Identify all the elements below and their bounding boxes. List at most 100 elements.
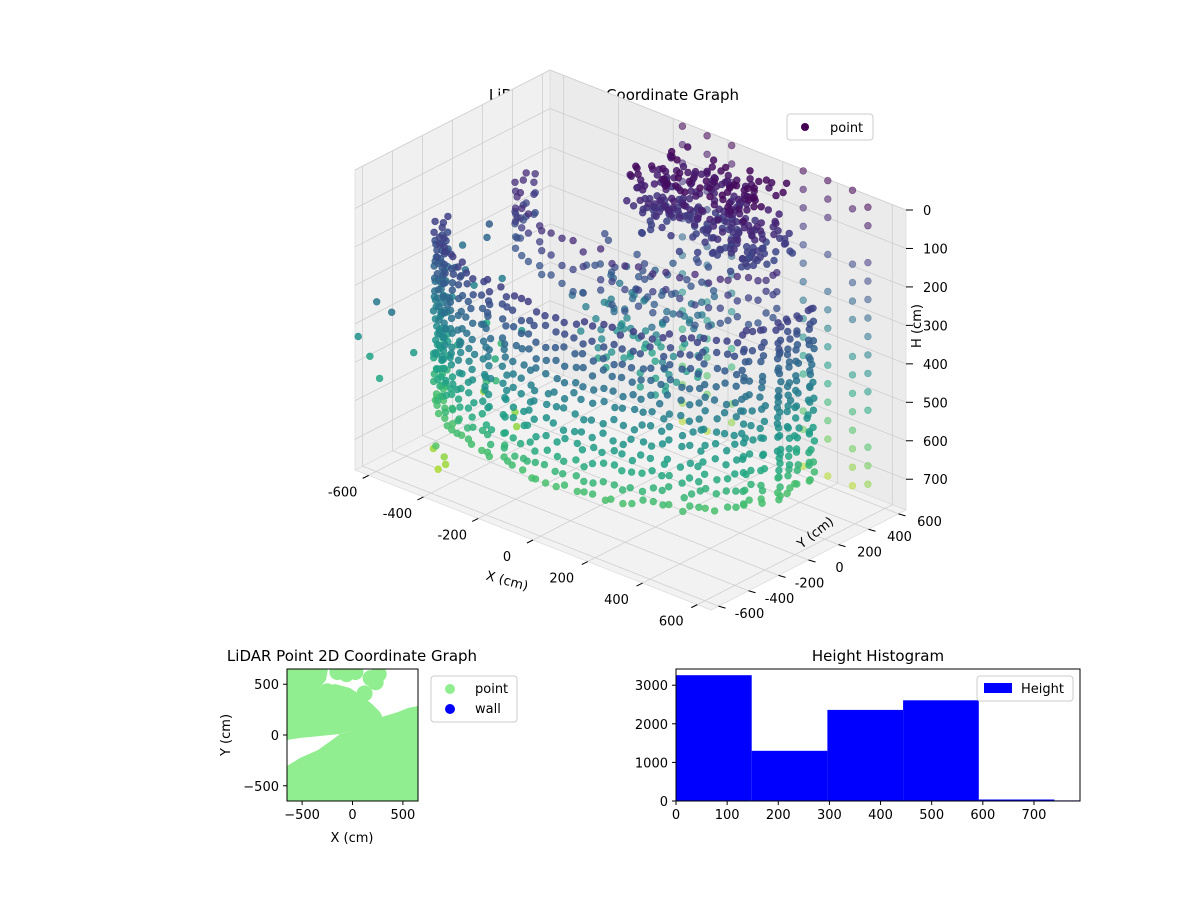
point-3d bbox=[553, 452, 562, 461]
point-3d bbox=[440, 364, 448, 373]
point-3d bbox=[448, 373, 457, 381]
point-3d bbox=[775, 369, 784, 378]
point-3d bbox=[772, 219, 780, 228]
point-3d bbox=[485, 220, 493, 228]
point-3d bbox=[640, 275, 649, 283]
point-3d bbox=[619, 440, 627, 449]
point-3d bbox=[573, 487, 581, 496]
point-3d bbox=[723, 503, 732, 511]
point-3d bbox=[712, 336, 721, 345]
point-3d bbox=[579, 289, 587, 297]
point-3d bbox=[601, 496, 610, 504]
y-tick-label-3d: -200 bbox=[795, 576, 825, 591]
grid-y-floor bbox=[392, 450, 749, 592]
axes-2d: −500 0 500 −500 0 500 bbox=[243, 678, 415, 823]
point-specks-2d bbox=[302, 669, 387, 713]
point-3d bbox=[758, 377, 767, 386]
point-3d bbox=[469, 423, 477, 431]
point-3d bbox=[762, 287, 770, 295]
point-3d bbox=[687, 334, 696, 342]
point-3d bbox=[537, 270, 546, 279]
point-3d bbox=[730, 431, 738, 440]
point-3d bbox=[525, 345, 533, 353]
point-3d bbox=[678, 442, 686, 451]
point-3d bbox=[629, 202, 638, 210]
point-3d bbox=[623, 197, 631, 205]
point-3d bbox=[517, 390, 525, 398]
chart-2d: LiDAR Point 2D Coordinate Graph −500 0 500… bbox=[219, 647, 518, 846]
point-3d bbox=[779, 188, 787, 197]
point-3d bbox=[653, 171, 661, 179]
y-tick-label-hist: 3000 bbox=[635, 679, 668, 694]
point-3d bbox=[754, 319, 762, 327]
point-3d bbox=[600, 320, 608, 329]
point-3d bbox=[805, 430, 814, 438]
point-3d bbox=[630, 426, 639, 434]
plot-2d-area bbox=[287, 669, 418, 801]
point-3d bbox=[628, 294, 637, 303]
point-3d bbox=[685, 401, 694, 409]
point-3d bbox=[792, 377, 801, 385]
x-tick-label-3d: -400 bbox=[383, 507, 413, 522]
point-3d bbox=[618, 450, 626, 458]
y-tick-label-2d: 500 bbox=[254, 678, 279, 693]
point-3d bbox=[462, 269, 471, 277]
point-3d bbox=[552, 403, 561, 411]
point-3d bbox=[570, 389, 578, 397]
point-3d bbox=[806, 382, 814, 390]
point-3d bbox=[491, 355, 499, 363]
point-3d bbox=[848, 426, 857, 434]
point-3d bbox=[799, 333, 807, 341]
point-3d bbox=[754, 296, 762, 304]
point-3d bbox=[517, 224, 526, 232]
chart-3d: LiDAR Point 3D Coordinate Graph -600-400… bbox=[328, 69, 948, 630]
point-3d bbox=[607, 348, 616, 356]
point-3d bbox=[730, 352, 739, 360]
h-tick-label-3d: 0 bbox=[923, 204, 931, 219]
point-3d bbox=[809, 406, 818, 414]
point-3d bbox=[785, 434, 794, 442]
point-3d bbox=[447, 349, 455, 358]
point-3d bbox=[542, 343, 550, 352]
point-3d bbox=[738, 331, 747, 339]
point-3d bbox=[551, 467, 559, 476]
x-tick-label-hist: 500 bbox=[919, 808, 944, 823]
point-3d bbox=[701, 238, 709, 246]
point-3d bbox=[713, 235, 722, 243]
point-3d bbox=[516, 439, 525, 448]
point-3d bbox=[636, 383, 644, 391]
point-3d bbox=[824, 472, 832, 480]
point-3d bbox=[560, 481, 569, 489]
point-3d bbox=[542, 356, 550, 365]
point-3d bbox=[700, 334, 708, 343]
point-3d bbox=[618, 467, 626, 475]
point-3d bbox=[627, 468, 636, 476]
point-3d bbox=[580, 488, 588, 496]
point-3d bbox=[503, 386, 511, 395]
point-3d bbox=[676, 294, 684, 303]
point-3d bbox=[468, 365, 476, 374]
point-3d bbox=[804, 306, 812, 315]
point-3d bbox=[709, 287, 718, 295]
point-3d bbox=[694, 258, 702, 267]
point-3d bbox=[487, 374, 495, 383]
point-3d bbox=[848, 389, 857, 398]
point-3d bbox=[560, 379, 569, 387]
legend-2d-marker-wall bbox=[445, 704, 455, 714]
point-3d bbox=[824, 435, 832, 443]
point-3d bbox=[453, 385, 461, 394]
point-3d bbox=[454, 417, 462, 425]
point-3d bbox=[599, 429, 607, 437]
point-3d bbox=[783, 382, 792, 391]
point-3d bbox=[773, 304, 781, 313]
point-3d bbox=[701, 504, 709, 512]
point-3d bbox=[589, 479, 597, 487]
point-3d bbox=[580, 318, 589, 326]
point-3d bbox=[509, 357, 517, 366]
point-3d bbox=[485, 452, 494, 461]
point-3d bbox=[805, 448, 813, 457]
point-3d bbox=[530, 190, 538, 199]
point-3d bbox=[648, 467, 656, 475]
x-tick-3d bbox=[472, 518, 479, 522]
point-3d bbox=[794, 389, 802, 397]
